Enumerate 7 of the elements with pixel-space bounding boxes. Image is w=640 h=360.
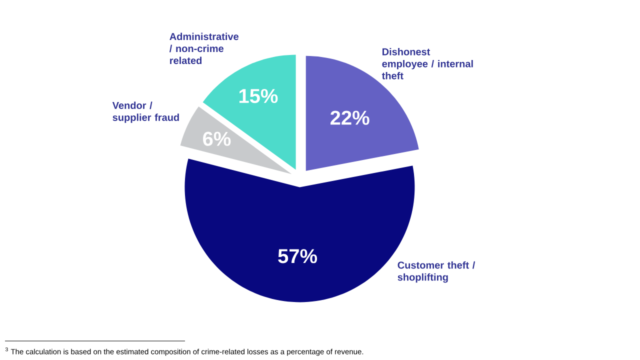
data-label: 22% — [330, 110, 370, 125]
slice-label: Administrative / non-crime related — [169, 32, 238, 64]
slice-label: Dishonest employee / internal theft — [382, 48, 473, 80]
slice-label: Customer theft / shoplifting — [398, 261, 476, 283]
data-label: 15% — [239, 88, 278, 104]
data-label: 57% — [278, 249, 318, 264]
slice-label: Vendor / supplier fraud — [112, 102, 179, 123]
